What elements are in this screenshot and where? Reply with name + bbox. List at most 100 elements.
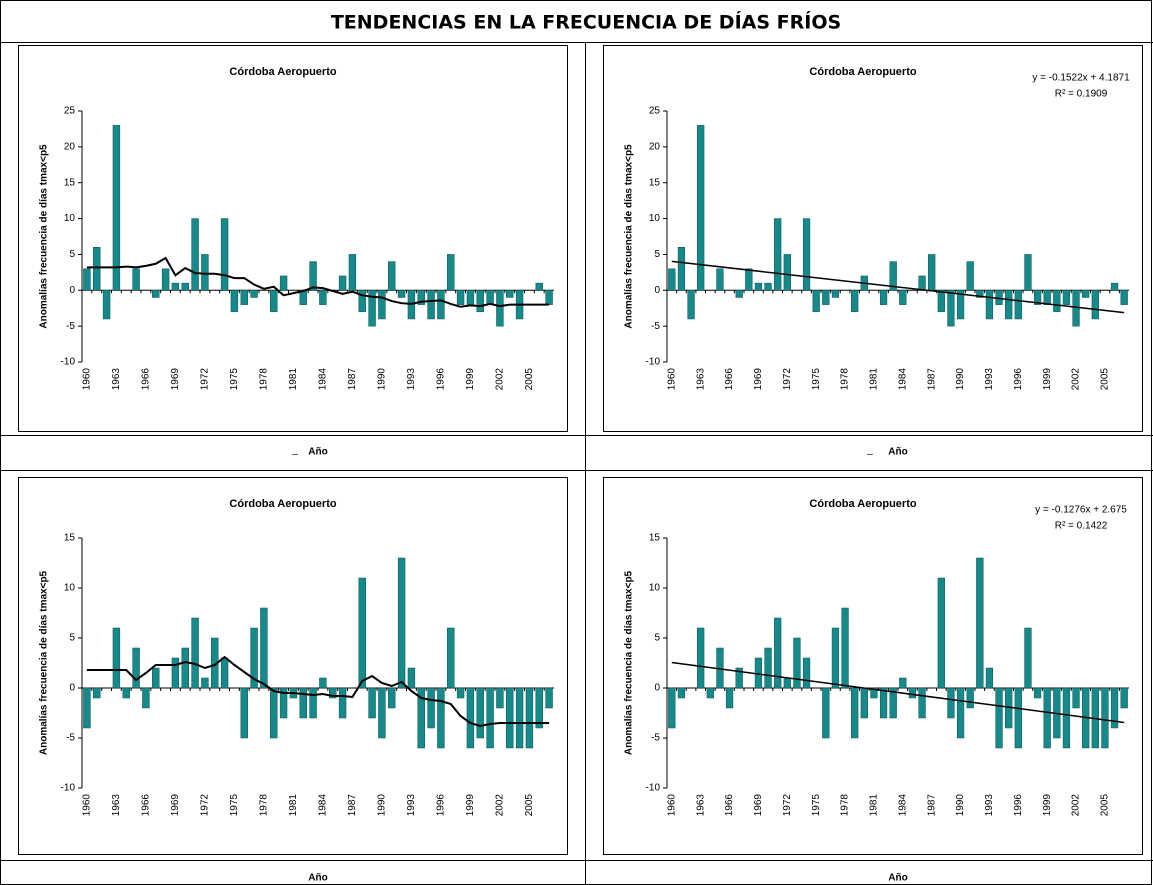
bar — [309, 687, 317, 719]
bar — [270, 290, 278, 313]
bar — [822, 687, 830, 739]
bar — [220, 657, 229, 689]
bar — [1062, 687, 1071, 749]
bar — [928, 254, 936, 291]
bar — [397, 557, 406, 689]
bar — [447, 627, 455, 689]
chart: Córdoba Aeropuerto Anomalías frecuencia d… — [18, 477, 568, 884]
bar — [812, 290, 820, 313]
bar — [329, 687, 337, 699]
x-tick-label: 1975 — [229, 794, 240, 817]
bar — [937, 290, 945, 313]
bar — [879, 687, 888, 719]
bar — [142, 687, 150, 709]
bar — [725, 687, 734, 709]
bar — [250, 627, 258, 689]
bar — [870, 687, 878, 699]
y-tick-label: -10 — [646, 783, 661, 794]
bar — [250, 290, 258, 298]
bar — [181, 647, 189, 689]
bar — [918, 275, 926, 291]
bar — [966, 261, 974, 291]
bar — [985, 290, 994, 320]
bar — [358, 577, 366, 689]
x-tick-label: 2005 — [524, 794, 535, 817]
bar — [716, 268, 724, 291]
bar — [1062, 290, 1071, 305]
x-tick-label: 1987 — [926, 794, 937, 817]
y-tick-label: -5 — [651, 321, 660, 332]
x-tick-label: 1963 — [111, 368, 122, 391]
bar — [851, 290, 859, 313]
x-tick-label: 1978 — [840, 368, 851, 391]
bar — [122, 687, 130, 699]
y-tick-label: -5 — [66, 321, 75, 332]
bar — [985, 667, 994, 689]
y-tick-label: 5 — [654, 633, 660, 644]
bar — [112, 627, 121, 689]
x-tick-label: 2002 — [1071, 368, 1082, 391]
bar — [368, 290, 376, 327]
bar — [1091, 290, 1099, 320]
x-tick-label: 1978 — [840, 794, 851, 817]
bar — [668, 687, 676, 729]
moving-average-line — [86, 256, 550, 308]
y-tick-label: 10 — [64, 213, 76, 224]
x-tick-label: 1966 — [141, 368, 152, 391]
x-tick-label: 1996 — [436, 368, 447, 391]
x-tick-label: 1972 — [200, 368, 211, 391]
bar — [319, 290, 327, 305]
x-tick-label: 1999 — [465, 368, 476, 391]
bar — [427, 290, 435, 320]
x-tick-label: 1966 — [724, 794, 735, 817]
bar — [132, 268, 140, 291]
bar — [535, 282, 543, 291]
bar — [309, 261, 317, 291]
x-tick-label: 1984 — [318, 368, 329, 391]
x-tick-label: 1975 — [811, 368, 822, 391]
bar — [338, 687, 347, 719]
y-tick-label: 0 — [654, 683, 660, 694]
x-tick-label: 1981 — [288, 794, 299, 817]
x-tick-label: 1993 — [406, 368, 417, 391]
bar — [947, 687, 955, 719]
y-tick-label: -10 — [61, 357, 76, 368]
x-axis-label: Año — [888, 873, 907, 884]
x-tick-label: 1999 — [1042, 794, 1053, 817]
bar — [319, 677, 327, 689]
x-tick-label: 1972 — [782, 794, 793, 817]
bar — [456, 687, 465, 699]
y-tick-label: -10 — [61, 783, 76, 794]
bar — [525, 687, 534, 749]
bar — [83, 687, 91, 729]
bar — [956, 687, 965, 739]
y-tick-label: 10 — [649, 583, 661, 594]
bar — [338, 275, 347, 291]
bar — [745, 268, 753, 291]
y-tick-label: 0 — [69, 285, 75, 296]
y-tick-label: -5 — [651, 733, 660, 744]
bar — [181, 282, 189, 291]
y-tick-label: -10 — [646, 357, 661, 368]
bar — [270, 687, 278, 739]
x-tick-label: 1984 — [318, 794, 329, 817]
x-tick-label: 1987 — [926, 368, 937, 391]
bar — [496, 290, 504, 327]
bar — [841, 607, 849, 689]
x-tick-label: 1963 — [695, 794, 706, 817]
bar — [201, 677, 209, 689]
bar — [378, 687, 386, 739]
bar — [1072, 687, 1080, 709]
x-tick-label: 1993 — [406, 794, 417, 817]
y-tick-label: 20 — [649, 141, 661, 152]
y-tick-label: 5 — [654, 249, 660, 260]
bar — [378, 290, 386, 320]
bar — [802, 657, 811, 689]
bar — [879, 290, 888, 305]
chart-title: Córdoba Aeropuerto — [809, 66, 916, 78]
x-tick-label: 1969 — [753, 794, 764, 817]
y-tick-label: -5 — [66, 733, 75, 744]
y-axis-label: Anomalías frecuencia de días tmax<p5 — [39, 144, 50, 329]
chart-title: Córdoba Aeropuerto — [229, 498, 336, 510]
bar — [764, 647, 772, 689]
